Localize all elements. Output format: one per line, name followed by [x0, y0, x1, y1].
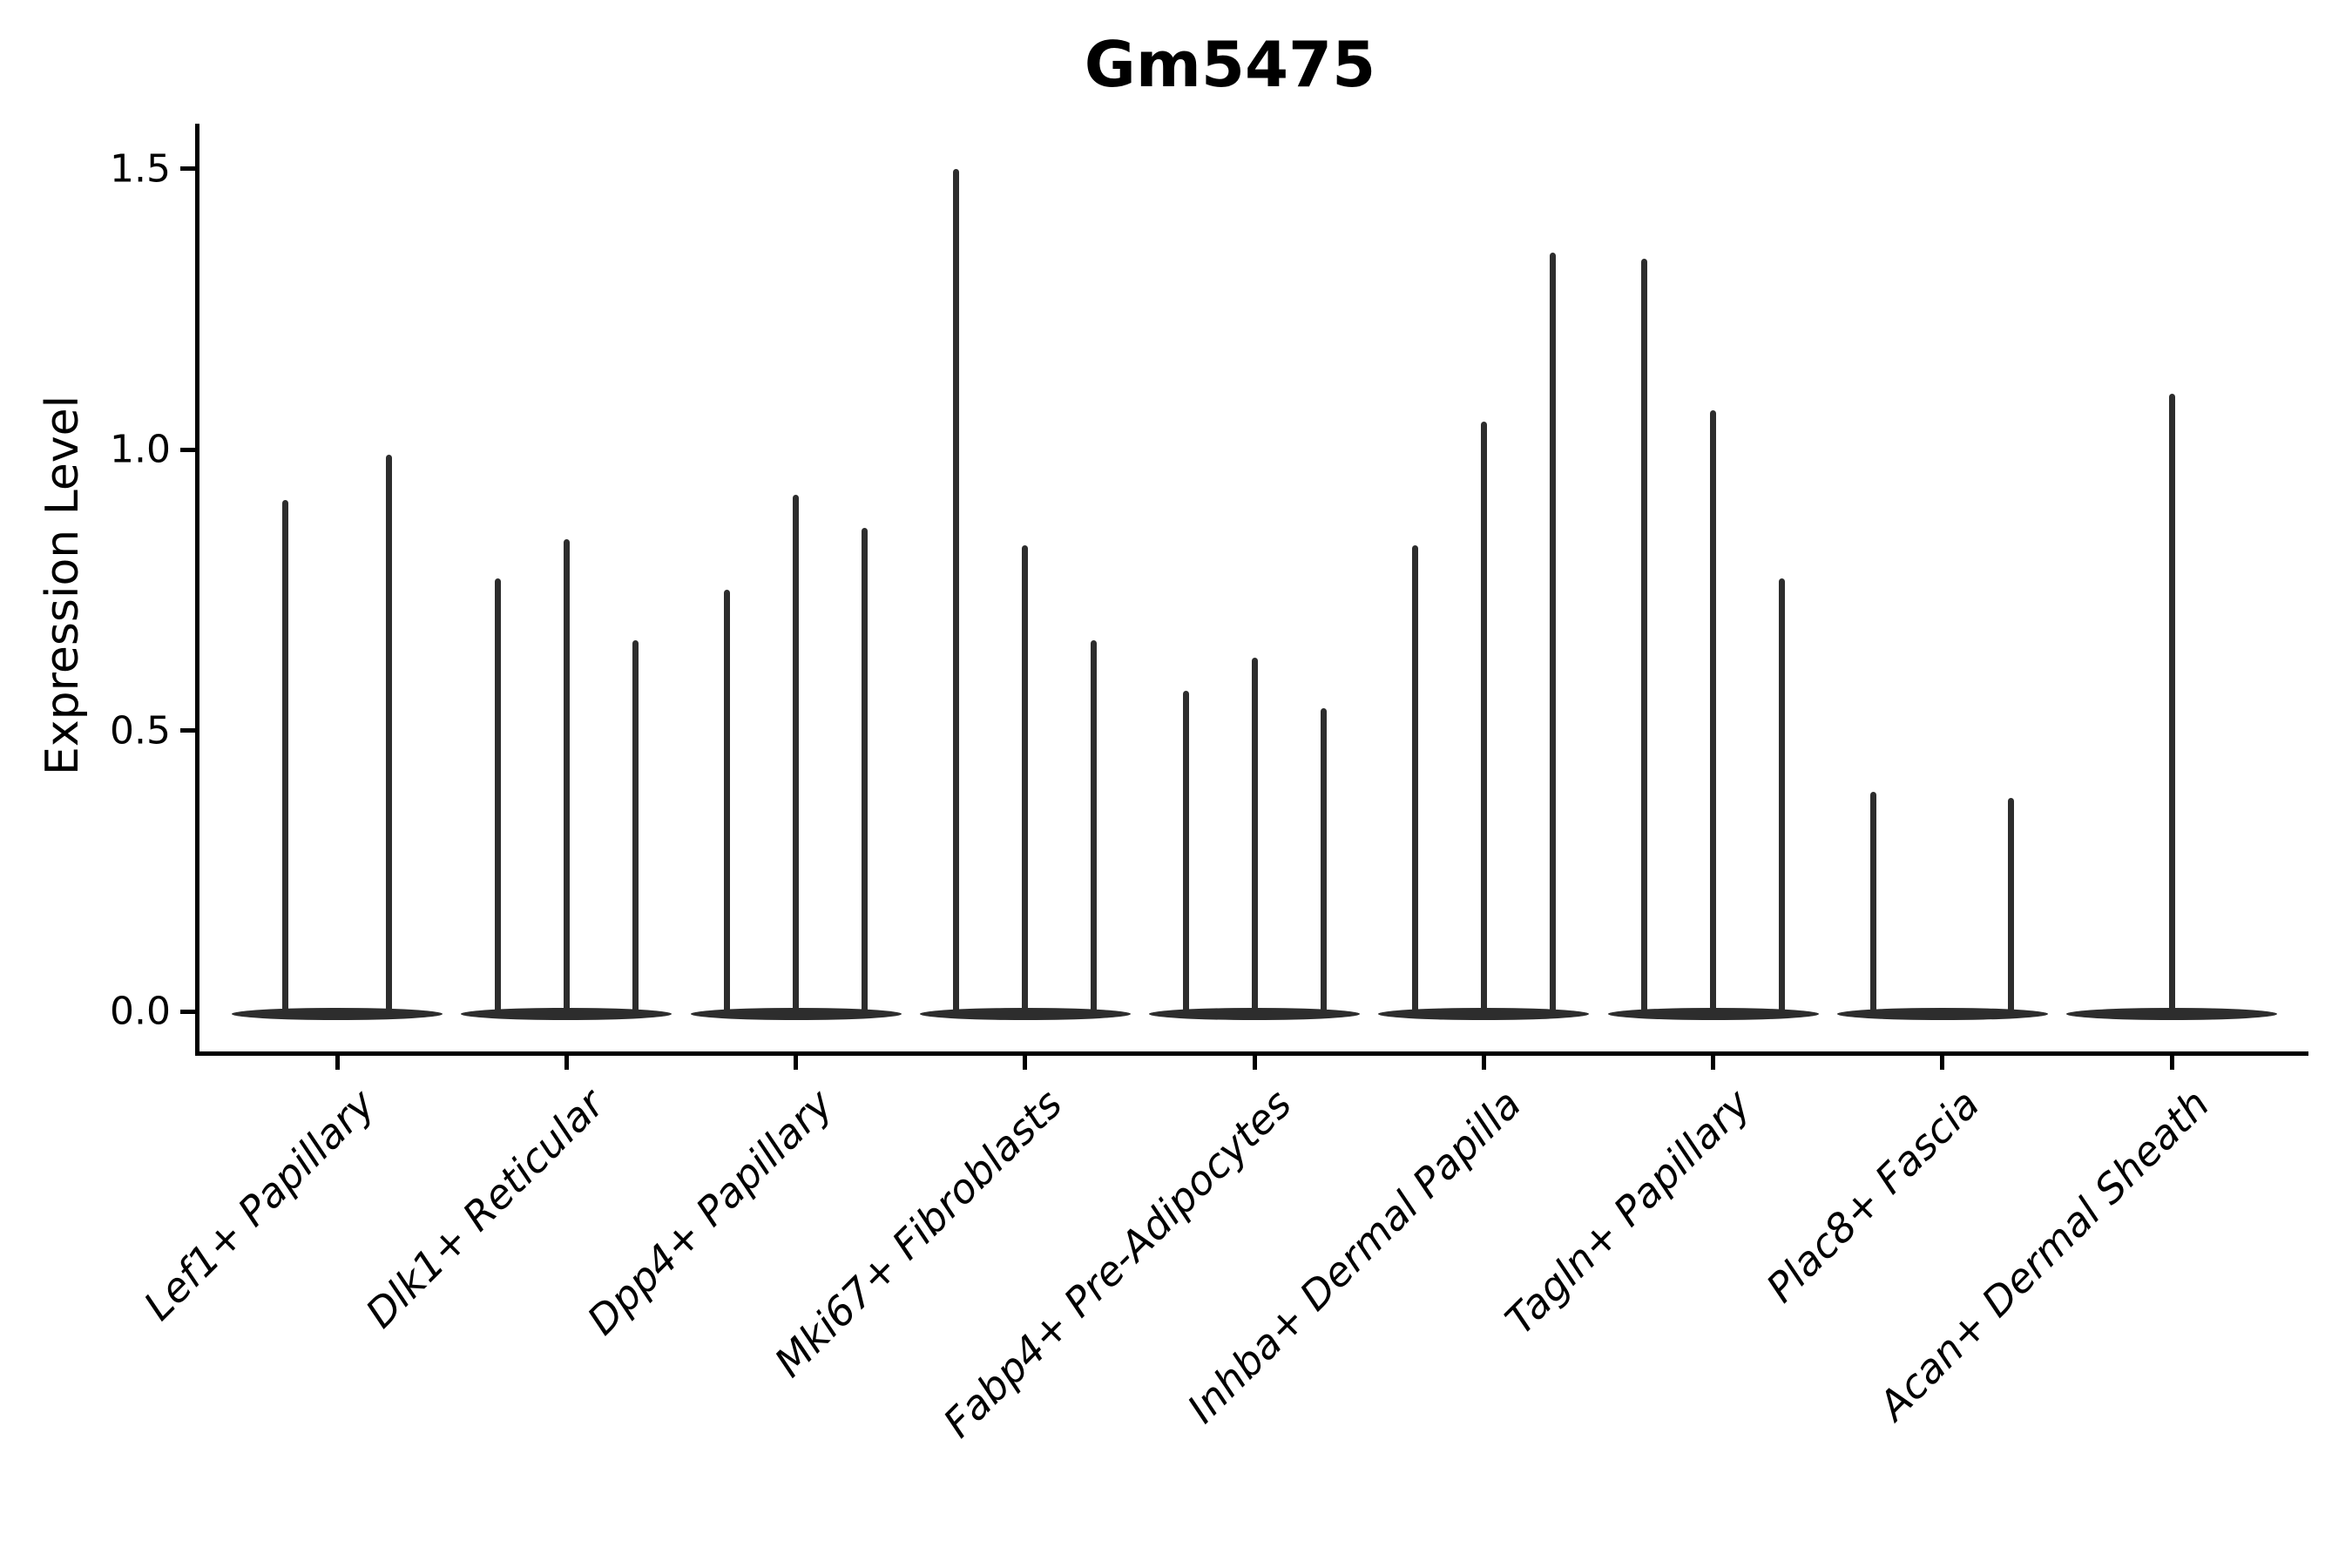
- violin-spike: [862, 528, 868, 1017]
- violin-spike: [1710, 409, 1716, 1017]
- violin-spike: [1411, 544, 1418, 1017]
- y-tick-label: 0.0: [110, 989, 171, 1034]
- chart-title: Gm5475: [1084, 28, 1376, 101]
- x-tick-label: Tagln+ Papillary: [1496, 1080, 1760, 1344]
- violin-spike: [1549, 253, 1556, 1017]
- x-tick-label: Dpp4+ Papillary: [578, 1080, 842, 1344]
- violin-baseline: [1836, 1008, 2048, 1020]
- y-axis-spine: [195, 124, 199, 1056]
- violin-spike: [632, 640, 639, 1017]
- violin-spike: [1251, 657, 1258, 1017]
- y-tick-label: 1.5: [110, 146, 171, 191]
- violin-spike: [953, 168, 960, 1017]
- x-axis-spine: [195, 1051, 2308, 1056]
- x-tick-mark: [794, 1056, 798, 1070]
- y-tick-label: 0.5: [110, 708, 171, 753]
- y-tick-mark: [180, 447, 195, 452]
- violin-spike: [793, 494, 799, 1017]
- violin-spike: [1320, 707, 1327, 1017]
- x-tick-label: Lef1+ Papillary: [134, 1080, 384, 1329]
- x-tick-label: Plac8+ Fascia: [1757, 1080, 1989, 1312]
- violin-spike: [494, 578, 501, 1017]
- violin-spike: [1870, 792, 1877, 1017]
- y-tick-mark: [180, 1009, 195, 1014]
- violin-spike: [1022, 544, 1029, 1017]
- x-tick-mark: [1023, 1056, 1028, 1070]
- x-tick-mark: [1711, 1056, 1715, 1070]
- x-tick-mark: [335, 1056, 340, 1070]
- x-tick-mark: [1940, 1056, 1945, 1070]
- violin-spike: [1091, 640, 1098, 1017]
- x-tick-mark: [2169, 1056, 2174, 1070]
- violin-spike: [1779, 578, 1785, 1017]
- x-tick-label: Dlk1+ Reticular: [355, 1080, 613, 1337]
- x-tick-mark: [1252, 1056, 1257, 1070]
- y-tick-mark: [180, 728, 195, 733]
- x-tick-mark: [564, 1056, 569, 1070]
- violin-spike: [1641, 258, 1647, 1017]
- y-tick-mark: [180, 166, 195, 171]
- violin-spike: [1182, 691, 1189, 1017]
- violin-baseline: [232, 1008, 443, 1020]
- violin-spike: [385, 455, 392, 1017]
- violin-spike: [282, 500, 289, 1017]
- violin-spike: [1480, 421, 1487, 1017]
- violin-spike: [2008, 797, 2015, 1017]
- violin-spike: [563, 539, 570, 1017]
- x-tick-mark: [1481, 1056, 1486, 1070]
- y-tick-label: 1.0: [110, 427, 171, 472]
- violin-spike: [2168, 393, 2175, 1017]
- violin-spike: [724, 590, 730, 1017]
